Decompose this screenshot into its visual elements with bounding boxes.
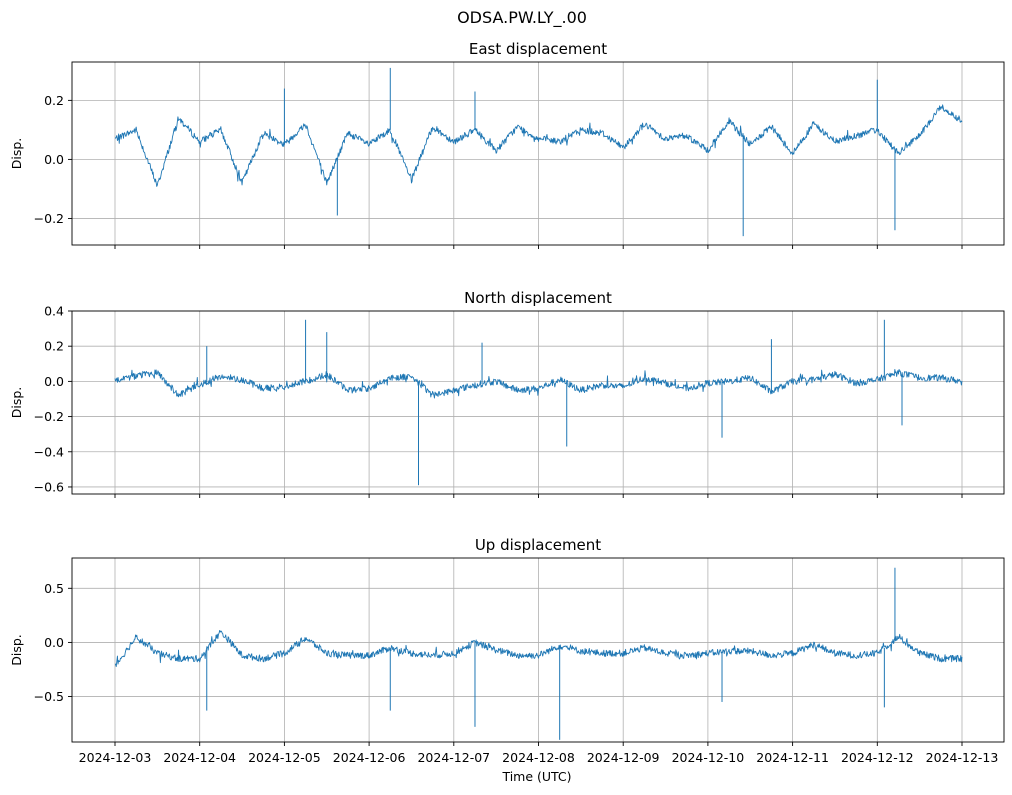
x-axis-label: Time (UTC) bbox=[501, 769, 571, 784]
x-tick-label: 2024-12-09 bbox=[587, 750, 660, 765]
x-tick-label: 2024-12-11 bbox=[756, 750, 829, 765]
y-tick-label: 0.0 bbox=[44, 635, 64, 650]
x-tick-label: 2024-12-07 bbox=[417, 750, 490, 765]
subplot-title: Up displacement bbox=[475, 536, 601, 554]
y-tick-label: −0.2 bbox=[34, 211, 64, 226]
displacement-line bbox=[114, 104, 963, 187]
x-tick-label: 2024-12-03 bbox=[79, 750, 152, 765]
x-tick-label: 2024-12-12 bbox=[841, 750, 914, 765]
axes-frame bbox=[71, 557, 1005, 743]
y-axis-label: Disp. bbox=[9, 634, 24, 666]
y-tick-label: −0.6 bbox=[34, 479, 64, 494]
subplot-panels: −0.2 0.0 0.2 East displacement Disp. −0.6 −0.4… bbox=[9, 40, 1005, 765]
subplot-2: −0.6 −0.4 −0.2 0.0 0.2 0.4 North displacement D… bbox=[9, 289, 1005, 498]
y-tick-label: 0.4 bbox=[44, 304, 64, 319]
figure-suptitle: ODSA.PW.LY_.00 bbox=[457, 8, 587, 28]
axes-frame bbox=[71, 310, 1005, 495]
y-tick-label: 0.2 bbox=[44, 93, 64, 108]
x-tick-label: 2024-12-06 bbox=[333, 750, 406, 765]
x-tick-label: 2024-12-08 bbox=[502, 750, 575, 765]
x-tick-label: 2024-12-10 bbox=[672, 750, 745, 765]
subplot-1: −0.2 0.0 0.2 East displacement Disp. bbox=[9, 40, 1005, 249]
x-tick-label: 2024-12-05 bbox=[248, 750, 321, 765]
y-tick-label: −0.2 bbox=[34, 409, 64, 424]
y-tick-label: 0.5 bbox=[44, 581, 64, 596]
y-tick-label: 0.0 bbox=[44, 374, 64, 389]
y-tick-label: −0.5 bbox=[34, 689, 64, 704]
subplot-title: North displacement bbox=[464, 289, 612, 307]
x-tick-label: 2024-12-04 bbox=[163, 750, 236, 765]
displacement-line bbox=[114, 630, 963, 668]
displacement-line bbox=[114, 369, 963, 399]
axes-frame bbox=[71, 61, 1005, 246]
y-axis-label: Disp. bbox=[9, 138, 24, 170]
y-tick-label: 0.0 bbox=[44, 152, 64, 167]
subplot-title: East displacement bbox=[469, 40, 607, 58]
y-tick-label: 0.2 bbox=[44, 339, 64, 354]
subplot-3: −0.5 0.0 0.5 2024-12-03 2024-12-04 2024-12-05… bbox=[9, 536, 1005, 765]
y-tick-label: −0.4 bbox=[34, 444, 64, 459]
x-tick-label: 2024-12-13 bbox=[926, 750, 999, 765]
y-axis-label: Disp. bbox=[9, 387, 24, 419]
